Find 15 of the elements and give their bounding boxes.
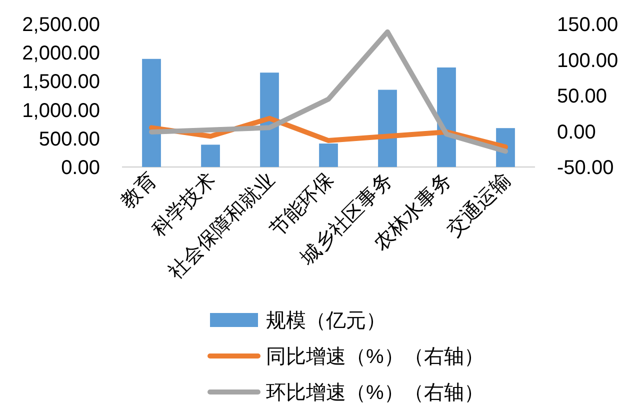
legend-label: 规模（亿元） <box>266 310 386 332</box>
y-tick-label: 1,500.00 <box>22 71 100 94</box>
y-tick-label: 500.00 <box>38 128 100 150</box>
x-tick-label: 教育 <box>116 168 162 213</box>
y2-tick-label: 100.00 <box>557 50 618 72</box>
y2-tick-label: 150.00 <box>557 14 618 36</box>
y-tick-label: 1,000.00 <box>22 100 100 122</box>
y-tick-label: 2,500.00 <box>22 14 100 36</box>
y2-tick-label: 50.00 <box>557 86 608 108</box>
y2-tick-label: 0.00 <box>557 121 596 144</box>
y2-tick-label: -50.00 <box>557 157 614 179</box>
legend-label: 同比增速（%）（右轴） <box>266 346 484 368</box>
y-tick-label: 0.00 <box>61 157 100 179</box>
y-tick-label: 2,000.00 <box>22 42 100 65</box>
legend-label: 环比增速（%）（右轴） <box>266 382 484 404</box>
